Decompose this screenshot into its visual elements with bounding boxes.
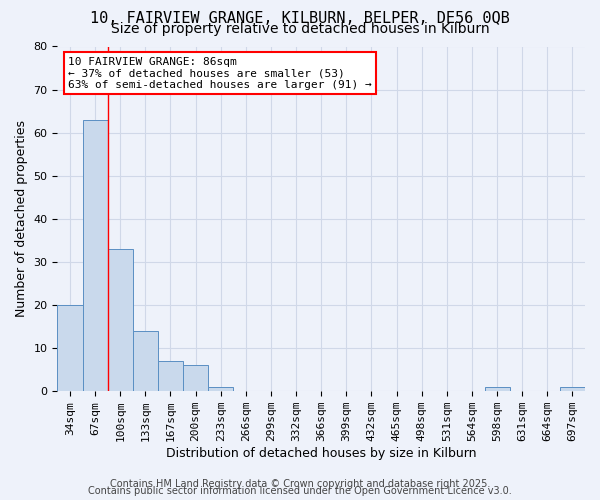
Text: Contains HM Land Registry data © Crown copyright and database right 2025.: Contains HM Land Registry data © Crown c… — [110, 479, 490, 489]
Bar — [183, 366, 208, 391]
Bar — [158, 361, 183, 391]
Bar — [58, 305, 83, 391]
Bar — [107, 249, 133, 391]
Bar — [485, 387, 509, 391]
Bar — [83, 120, 107, 391]
Bar — [208, 387, 233, 391]
Text: Contains public sector information licensed under the Open Government Licence v3: Contains public sector information licen… — [88, 486, 512, 496]
X-axis label: Distribution of detached houses by size in Kilburn: Distribution of detached houses by size … — [166, 447, 476, 460]
Text: 10 FAIRVIEW GRANGE: 86sqm
← 37% of detached houses are smaller (53)
63% of semi-: 10 FAIRVIEW GRANGE: 86sqm ← 37% of detac… — [68, 57, 372, 90]
Text: Size of property relative to detached houses in Kilburn: Size of property relative to detached ho… — [110, 22, 490, 36]
Y-axis label: Number of detached properties: Number of detached properties — [15, 120, 28, 318]
Text: 10, FAIRVIEW GRANGE, KILBURN, BELPER, DE56 0QB: 10, FAIRVIEW GRANGE, KILBURN, BELPER, DE… — [90, 11, 510, 26]
Bar — [560, 387, 585, 391]
Bar — [133, 331, 158, 391]
